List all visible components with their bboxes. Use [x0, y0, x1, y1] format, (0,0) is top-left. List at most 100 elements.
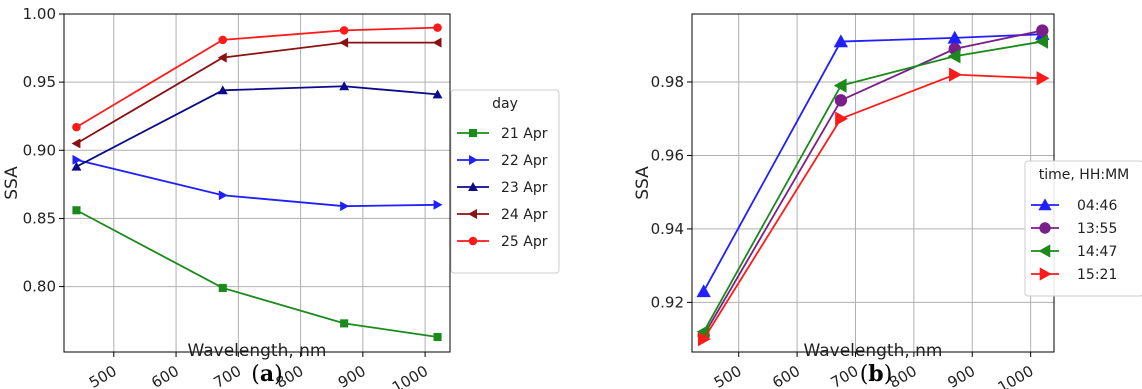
data-point — [833, 34, 849, 48]
data-point — [1036, 24, 1049, 37]
data-point — [834, 94, 848, 107]
legend-marker — [468, 128, 478, 138]
legend-marker — [468, 209, 477, 219]
data-point — [72, 206, 81, 215]
legend-marker — [468, 236, 478, 246]
data-point — [432, 89, 443, 99]
data-point — [339, 81, 350, 91]
series-line — [76, 85, 438, 168]
panel-b: 500 600 700 800 900 10000.920.940.960.98Wavel… — [633, 13, 1142, 389]
legend-marker — [1039, 267, 1052, 281]
data-point — [340, 201, 350, 212]
series-line — [75, 41, 438, 145]
data-point — [1035, 34, 1049, 49]
data-point — [340, 319, 349, 328]
caption-close-paren: ) — [884, 362, 893, 387]
y-tick-label: 0.94 — [651, 220, 684, 238]
x-axis-label: Wavelength, nm — [188, 341, 327, 361]
x-tick-label: 600 — [769, 362, 803, 389]
legend-label: 21 Apr — [501, 126, 548, 142]
data-point — [432, 37, 442, 48]
data-point — [71, 138, 81, 149]
legend-label: 13:55 — [1077, 221, 1117, 237]
caption-open-paren: ( — [860, 362, 869, 387]
data-point — [71, 161, 82, 171]
plot-frame — [691, 13, 1055, 353]
series-line — [76, 209, 438, 338]
y-tick-label: 0.95 — [23, 73, 56, 91]
legend-marker — [469, 155, 478, 165]
legend-box — [450, 89, 560, 274]
caption-letter: b — [868, 361, 883, 387]
x-tick-label: 1000 — [389, 362, 431, 389]
legend-label: 04:46 — [1077, 198, 1117, 214]
series-25-apr — [72, 23, 442, 132]
caption-open-paren: ( — [251, 362, 260, 387]
y-axis-label: SSA — [2, 166, 22, 200]
grid-lines — [64, 13, 450, 352]
legend-item: 04:46 — [1031, 198, 1117, 214]
series-21-apr — [72, 206, 442, 342]
legend: day 21 Apr 22 Apr 23 Apr 24 Apr 25 Apr — [450, 89, 560, 274]
series-line — [702, 73, 1043, 340]
data-point — [72, 122, 81, 132]
legend-label: 25 Apr — [501, 234, 548, 250]
series-13-55 — [697, 24, 1049, 342]
legend-item: 23 Apr — [457, 180, 548, 196]
x-tick-label: 1000 — [995, 362, 1037, 389]
data-point — [218, 190, 228, 201]
data-point — [339, 26, 349, 35]
series-22-apr — [72, 154, 443, 212]
legend-title: time, HH:MM — [1039, 167, 1129, 183]
y-tick-label: 0.98 — [651, 73, 684, 91]
data-point — [433, 199, 443, 210]
y-tick-label: 1.00 — [23, 5, 56, 23]
series-14-47 — [696, 34, 1049, 339]
y-tick-label: 0.90 — [23, 141, 56, 159]
x-tick-label: 600 — [148, 362, 182, 389]
x-tick-label: 900 — [944, 362, 978, 389]
legend-label: 23 Apr — [501, 180, 548, 196]
legend-item: 15:21 — [1031, 267, 1117, 283]
legend-item: 25 Apr — [457, 234, 548, 250]
panel-caption: (a) — [251, 361, 282, 387]
data-point — [217, 52, 227, 63]
x-tick-label: 900 — [335, 362, 369, 389]
legend-marker — [1039, 222, 1051, 234]
series-line — [76, 158, 438, 208]
series-line — [702, 29, 1043, 336]
y-tick-label: 0.96 — [651, 146, 684, 164]
series-15-21 — [697, 67, 1050, 347]
data-point — [1036, 71, 1050, 86]
legend-item: 22 Apr — [457, 153, 548, 169]
legend-item: 21 Apr — [457, 126, 548, 142]
legend-label: 15:21 — [1077, 267, 1117, 283]
plot-frame — [63, 13, 451, 353]
series-line — [75, 26, 438, 128]
legend-item: 14:47 — [1031, 244, 1117, 260]
legend-label: 14:47 — [1077, 244, 1117, 260]
data-point — [696, 284, 711, 298]
legend-title: day — [492, 96, 518, 112]
x-tick-label: 700 — [828, 362, 862, 389]
data-point — [339, 37, 349, 48]
legend-label: 24 Apr — [501, 207, 548, 223]
data-point — [72, 154, 82, 165]
data-point — [947, 30, 962, 44]
y-tick-label: 0.85 — [23, 209, 56, 227]
data-point — [697, 331, 711, 347]
grid-lines — [692, 14, 1054, 352]
legend-label: 22 Apr — [501, 153, 548, 169]
panel-caption: (b) — [860, 361, 893, 387]
series-line — [702, 33, 1043, 292]
y-axis-label: SSA — [633, 166, 653, 200]
legend-marker — [1038, 198, 1052, 211]
data-point — [949, 67, 962, 82]
data-point — [835, 111, 849, 126]
x-tick-label: 700 — [211, 362, 245, 389]
data-point — [217, 85, 228, 95]
data-point — [947, 49, 961, 64]
x-axis-label: Wavelength, nm — [804, 341, 943, 361]
legend: time, HH:MM 04:46 13:55 14:47 15:21 — [1024, 160, 1142, 297]
